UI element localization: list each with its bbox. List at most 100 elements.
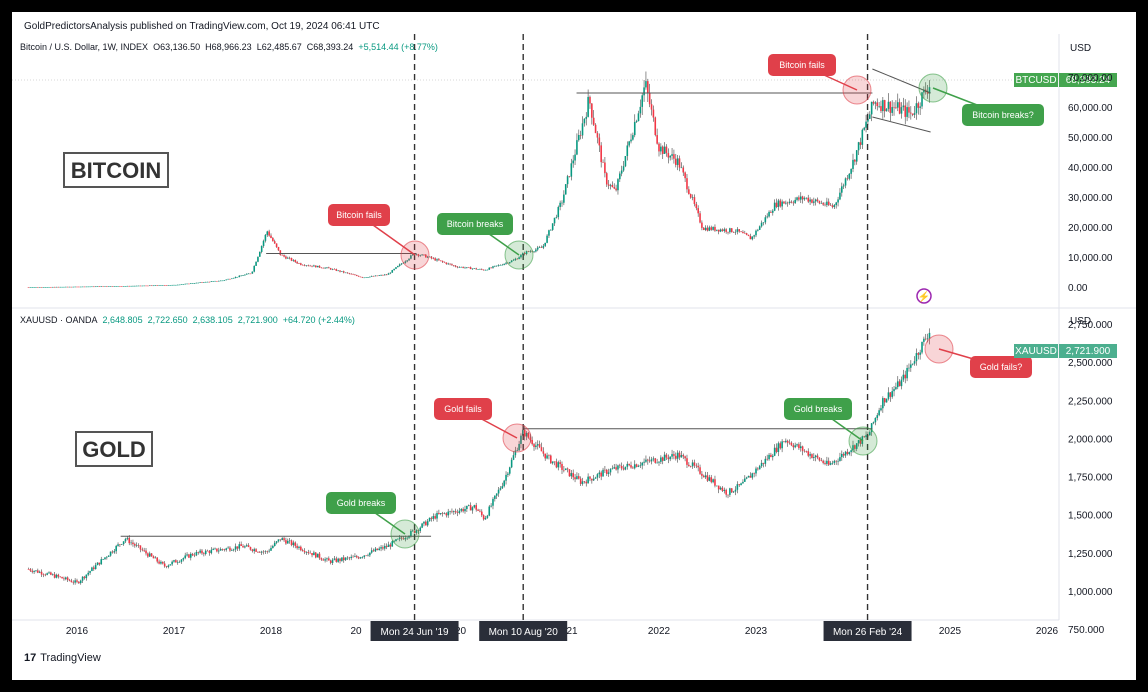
xau-candle xyxy=(438,512,440,514)
xau-candle xyxy=(611,468,614,470)
btc-candle xyxy=(273,241,276,244)
btc-candle xyxy=(61,286,63,288)
btc-candle xyxy=(844,178,847,186)
xau-candle xyxy=(279,539,282,541)
btc-candle xyxy=(167,285,170,286)
xau-candle xyxy=(385,545,388,548)
btc-candle xyxy=(344,272,347,274)
xau-candle xyxy=(688,464,690,467)
xau-candle xyxy=(826,460,828,464)
xau-callout-fail-1-box xyxy=(434,398,492,420)
xau-candle xyxy=(173,560,175,562)
xau-candle xyxy=(708,477,711,481)
xau-y-tick-label: 750.000 xyxy=(1068,625,1105,636)
btc-candle xyxy=(768,211,770,217)
btc-candle xyxy=(268,231,270,236)
xau-price-tag: XAUUSD 2,721.900 xyxy=(1014,344,1117,358)
xau-candle xyxy=(783,441,785,443)
btc-candle xyxy=(378,275,380,276)
btc-candle xyxy=(551,223,554,230)
xau-candle xyxy=(891,391,893,397)
xau-candle xyxy=(460,509,463,511)
xau-candle xyxy=(244,546,246,548)
btc-y-tick-label: 20,000.00 xyxy=(1068,223,1113,234)
xau-callout-break-2-box xyxy=(784,398,852,420)
btc-candle xyxy=(637,113,640,122)
btc-candle xyxy=(87,286,89,288)
btc-candle xyxy=(341,271,343,272)
btc-candle xyxy=(85,286,88,288)
xau-candle xyxy=(630,465,632,468)
btc-candle xyxy=(288,257,291,259)
xau-candle xyxy=(259,551,261,553)
xau-candle xyxy=(770,454,772,458)
btc-candle xyxy=(613,187,616,189)
btc-candle xyxy=(55,286,58,288)
xau-candle xyxy=(329,560,332,563)
xau-candle xyxy=(811,454,813,458)
btc-candle xyxy=(104,286,106,287)
xau-candle xyxy=(917,353,920,355)
xau-candle xyxy=(757,468,759,470)
xau-candle xyxy=(335,558,338,562)
btc-candle xyxy=(826,201,828,206)
xau-candle xyxy=(706,475,709,481)
btc-candle xyxy=(329,268,332,270)
x-tick-label: 2016 xyxy=(66,626,89,637)
date-flag-1: Mon 10 Aug '20 xyxy=(479,621,568,641)
btc-candle xyxy=(486,269,489,271)
xau-candle xyxy=(411,530,414,532)
xau-candle xyxy=(262,551,265,553)
btc-candle xyxy=(122,286,125,287)
published-header: GoldPredictorsAnalysis published on Trad… xyxy=(24,21,380,32)
xau-candle xyxy=(740,483,742,486)
xau-candle xyxy=(137,545,140,546)
btc-candle xyxy=(322,267,325,269)
xau-candle xyxy=(671,454,673,457)
btc-candle xyxy=(822,203,824,205)
xau-candle xyxy=(400,537,403,539)
xau-candle xyxy=(344,557,347,561)
btc-candle xyxy=(152,285,155,287)
btc-candle xyxy=(210,281,213,283)
xau-candle xyxy=(169,564,172,566)
lightning-icon[interactable]: ⚡ xyxy=(916,288,932,304)
btc-candle xyxy=(467,267,470,268)
chart-svg[interactable]: Bitcoin / U.S. Dollar, 1W, INDEX O63,136… xyxy=(12,12,1136,680)
btc-candle xyxy=(135,285,138,287)
btc-candle xyxy=(380,274,382,276)
xau-candle xyxy=(395,539,397,542)
xau-candle xyxy=(288,540,291,542)
xau-candle xyxy=(837,460,839,462)
xau-candle xyxy=(147,553,149,557)
btc-candle xyxy=(518,257,520,260)
btc-candle xyxy=(527,251,530,252)
btc-candle xyxy=(771,210,774,213)
btc-candle xyxy=(740,231,742,233)
btc-candle xyxy=(458,267,461,268)
date-flag-0: Mon 24 Jun '19 xyxy=(370,621,459,641)
btc-candle xyxy=(669,155,671,158)
xau-candle xyxy=(637,465,640,467)
xau-candle xyxy=(620,466,623,469)
btc-candle xyxy=(691,197,694,198)
xau-candle xyxy=(27,569,30,570)
btc-candle xyxy=(421,254,423,256)
btc-candle xyxy=(259,251,261,257)
btc-candle xyxy=(833,205,836,208)
btc-candle xyxy=(449,263,451,265)
btc-candle xyxy=(350,273,353,275)
xau-candle xyxy=(676,452,679,459)
xau-candle xyxy=(577,476,580,479)
xau-candle xyxy=(270,547,272,551)
xau-candle xyxy=(841,453,843,458)
xau-callout-break-2-label: Gold breaks xyxy=(794,404,843,414)
btc-candle xyxy=(283,255,285,257)
xau-candle xyxy=(70,580,73,583)
xau-candle xyxy=(533,444,535,447)
btc-candle xyxy=(710,227,713,230)
xau-candle xyxy=(109,551,112,556)
btc-candle xyxy=(550,229,552,231)
xau-candle xyxy=(217,550,220,552)
btc-candle xyxy=(600,145,602,163)
